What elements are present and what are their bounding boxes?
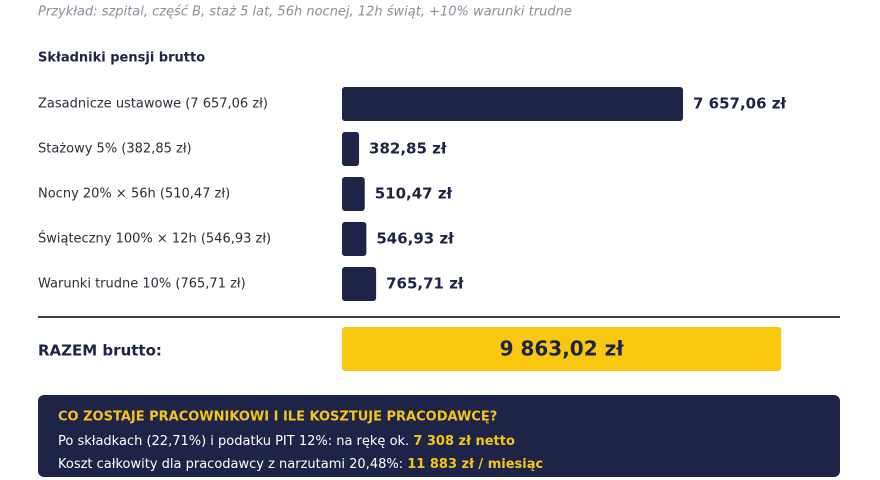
value-label: 7 657,06 zł — [693, 95, 786, 113]
bar — [342, 132, 360, 166]
total-label: RAZEM brutto: — [38, 342, 162, 360]
bar — [342, 177, 365, 211]
section-title: Składniki pensji brutto — [38, 51, 205, 66]
summary-text: Koszt całkowity dla pracodawcy z narzuta… — [58, 457, 407, 472]
summary-text: Po składkach (22,71%) i podatku PIT 12%:… — [58, 434, 413, 449]
bar — [342, 222, 367, 256]
summary-box — [38, 395, 840, 477]
value-label: 510,47 zł — [375, 185, 453, 203]
summary-line: Koszt całkowity dla pracodawcy z narzuta… — [58, 457, 543, 472]
value-label: 382,85 zł — [369, 140, 447, 158]
category-label: Stażowy 5% (382,85 zł) — [38, 142, 192, 157]
summary-highlight: 7 308 zł netto — [413, 434, 515, 449]
summary-title: CO ZOSTAJE PRACOWNIKOWI I ILE KOSZTUJE P… — [58, 410, 497, 425]
summary-line: Po składkach (22,71%) i podatku PIT 12%:… — [58, 434, 515, 449]
bar — [342, 267, 377, 301]
bar — [342, 87, 683, 121]
total-value: 9 863,02 zł — [500, 337, 625, 361]
summary-highlight: 11 883 zł / miesiąc — [407, 457, 543, 472]
value-label: 546,93 zł — [376, 230, 454, 248]
category-label: Nocny 20% × 56h (510,47 zł) — [38, 187, 230, 202]
value-label: 765,71 zł — [386, 275, 464, 293]
category-label: Warunki trudne 10% (765,71 zł) — [38, 277, 246, 292]
total-bar — [342, 327, 782, 371]
subtitle: Przykład: szpital, część B, staż 5 lat, … — [38, 5, 572, 20]
category-label: Świąteczny 100% × 12h (546,93 zł) — [38, 231, 271, 247]
category-label: Zasadnicze ustawowe (7 657,06 zł) — [38, 97, 268, 112]
